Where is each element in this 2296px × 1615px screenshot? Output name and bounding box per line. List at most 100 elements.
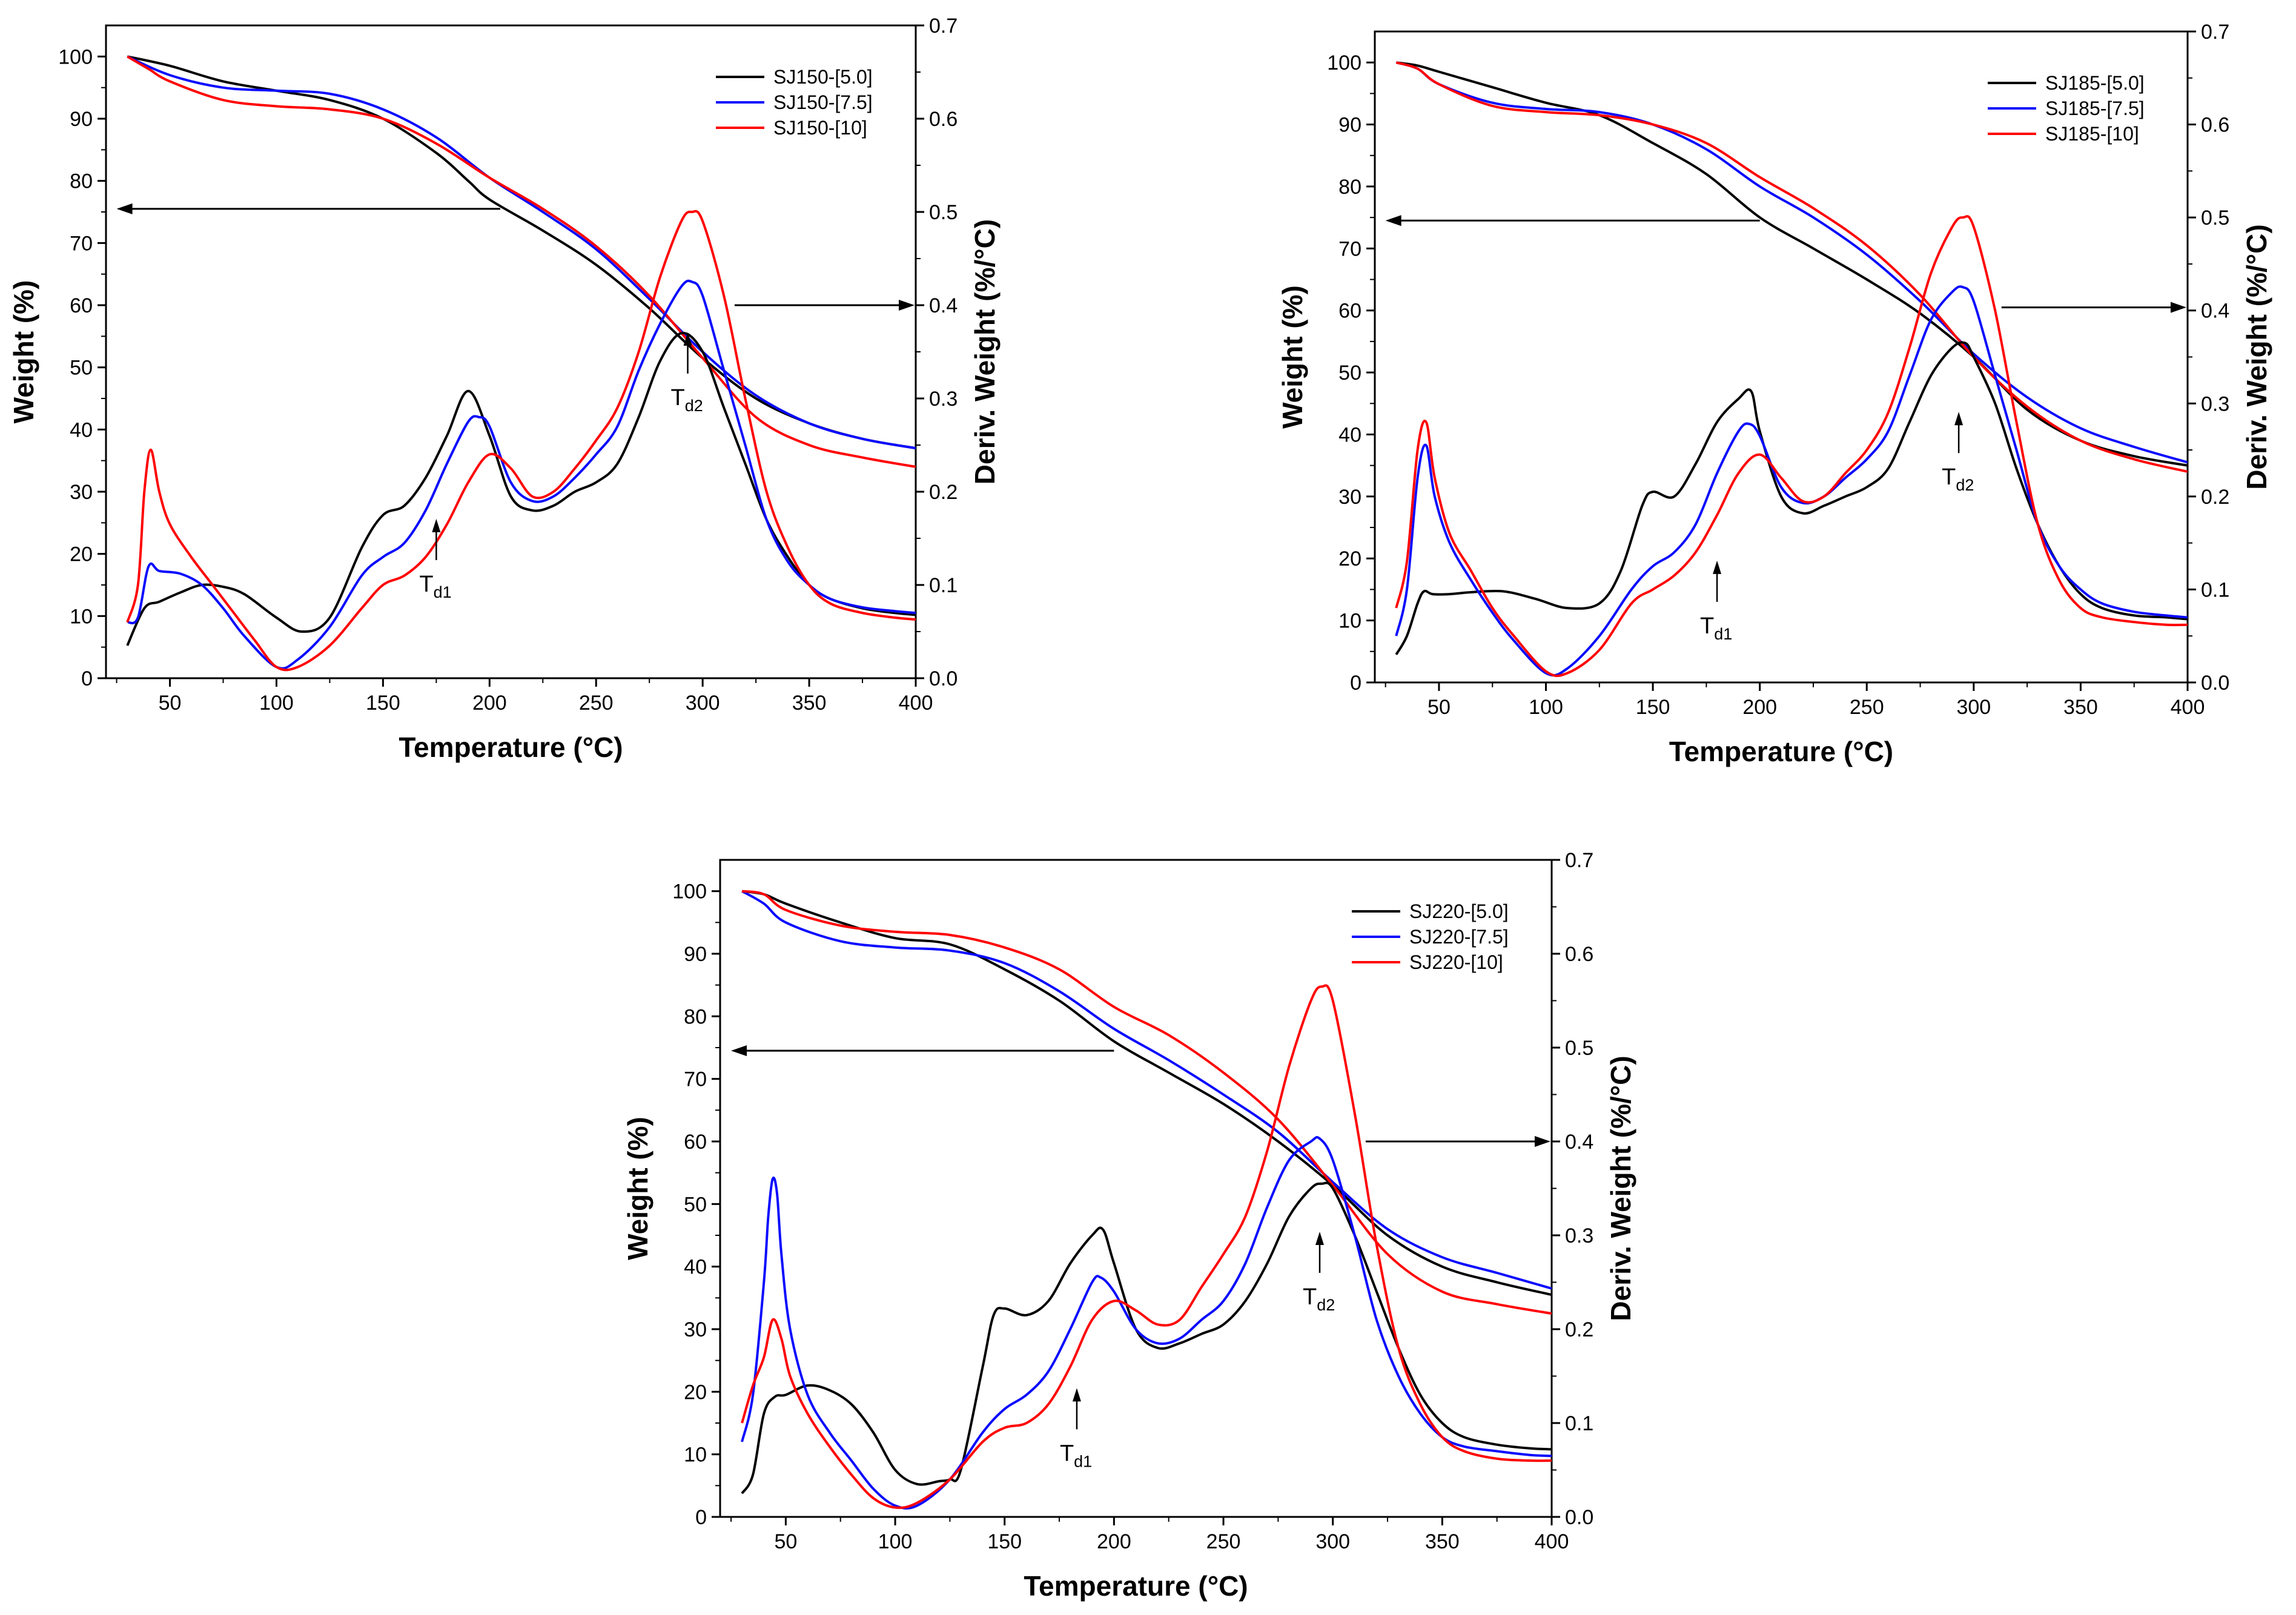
weight-series-line [127, 55, 916, 450]
deriv-series-line [1395, 215, 2188, 678]
y-left-tick-label: 100 [1327, 51, 1361, 74]
y-right-tick-label: 0.4 [1565, 1131, 1593, 1154]
right-axis-arrow-head [899, 300, 915, 311]
deriv-series-line [1395, 285, 2188, 677]
x-axis-title: Temperature (°C) [1024, 1570, 1248, 1602]
y-left-axis-title: Weight (%) [1277, 285, 1308, 429]
x-tick-label: 400 [899, 692, 933, 715]
y-left-tick-label: 60 [70, 294, 93, 317]
x-tick-label: 100 [259, 692, 294, 715]
y-left-tick-label: 70 [684, 1068, 707, 1091]
y-left-tick-label: 40 [684, 1256, 707, 1279]
y-left-tick-label: 90 [684, 943, 707, 966]
x-tick-label: 100 [1529, 696, 1563, 719]
y-left-tick-label: 20 [70, 543, 93, 566]
x-tick-label: 200 [1742, 696, 1777, 719]
y-right-tick-label: 0.1 [929, 574, 958, 597]
td2-label: Td2 [1942, 464, 1974, 494]
left-axis-arrow-head [116, 203, 133, 214]
weight-series-line [1395, 61, 2188, 473]
y-left-tick-label: 50 [1338, 362, 1361, 385]
weight-series-line [1395, 61, 2188, 464]
x-tick-label: 150 [1636, 696, 1670, 719]
y-right-tick-label: 0.6 [2201, 114, 2229, 137]
y-left-tick-label: 100 [58, 45, 93, 68]
y-left-tick-label: 50 [684, 1193, 707, 1216]
weight-series-line [741, 890, 1552, 1315]
y-right-tick-label: 0.1 [2201, 578, 2229, 601]
x-tick-label: 300 [1315, 1530, 1350, 1553]
td1-arrow-head [1713, 560, 1722, 574]
chart-panel-sj150: 50 100 150 200 250 300 350 400 0 10 20 30 40 50 60 70 80… [8, 15, 1001, 763]
curves [126, 55, 916, 672]
y-left-tick-label: 80 [684, 1005, 707, 1028]
x-tick-label: 250 [579, 692, 614, 715]
y-right-tick-label: 0.3 [1565, 1224, 1593, 1247]
deriv-series-line [1395, 341, 2188, 655]
left-axis-arrow-head [1385, 215, 1401, 226]
y-right-tick-label: 0.7 [2201, 21, 2229, 44]
deriv-series-line [127, 279, 916, 670]
y-left-axis-title: Weight (%) [8, 280, 39, 424]
td1-arrow-head [1072, 1388, 1081, 1402]
td1-arrow-head [432, 518, 441, 532]
y-left-tick-label: 100 [672, 880, 707, 903]
y-left-tick-label: 80 [70, 170, 93, 193]
x-tick-label: 200 [1097, 1530, 1131, 1553]
y-right-tick-label: 0.7 [929, 15, 958, 38]
x-tick-label: 150 [366, 692, 400, 715]
td2-arrow-head [1315, 1232, 1325, 1245]
curves [1395, 61, 2188, 678]
right-axis-arrow-head [1535, 1136, 1550, 1147]
y-right-tick-label: 0.7 [1565, 849, 1593, 872]
y-right-tick-label: 0.3 [929, 388, 958, 411]
legend-label: SJ150-[10] [773, 117, 867, 139]
td1-label: Td1 [1060, 1441, 1092, 1470]
x-tick-label: 250 [1850, 696, 1884, 719]
y-left-tick-label: 80 [1338, 176, 1361, 199]
y-left-tick-label: 10 [70, 605, 93, 628]
y-right-tick-label: 0.6 [929, 108, 958, 131]
y-right-tick-label: 0.2 [929, 481, 958, 504]
y-left-tick-label: 90 [70, 108, 93, 131]
x-tick-label: 150 [987, 1530, 1022, 1553]
y-left-tick-label: 90 [1338, 114, 1361, 137]
right-axis-arrow-head [2171, 302, 2186, 313]
deriv-series-line [126, 210, 916, 672]
legend-label: SJ220-[7.5] [1409, 926, 1509, 948]
x-tick-label: 400 [1535, 1530, 1569, 1553]
td1-label: Td1 [1700, 613, 1732, 643]
td1-label: Td1 [419, 572, 451, 601]
legend-label: SJ185-[10] [2045, 123, 2139, 145]
y-right-tick-label: 0.6 [1565, 943, 1593, 966]
y-left-tick-label: 30 [70, 481, 93, 504]
y-left-axis-title: Weight (%) [622, 1117, 653, 1260]
y-left-tick-label: 0 [1350, 672, 1361, 695]
y-left-tick-label: 60 [684, 1131, 707, 1154]
y-left-tick-label: 50 [70, 357, 93, 380]
y-left-tick-label: 10 [1338, 610, 1361, 633]
td2-label: Td2 [671, 385, 703, 415]
y-right-axis-title: Deriv. Weight (%/°C) [969, 219, 1001, 484]
y-right-tick-label: 0.5 [929, 201, 958, 224]
deriv-series-line [741, 984, 1552, 1509]
y-right-tick-label: 0.3 [2201, 392, 2229, 415]
x-tick-label: 300 [686, 692, 720, 715]
td2-arrow-head [1954, 412, 1964, 426]
legend-label: SJ185-[7.5] [2045, 97, 2145, 119]
legend-label: SJ220-[10] [1409, 951, 1503, 973]
y-left-tick-label: 60 [1338, 300, 1361, 323]
y-left-tick-label: 20 [1338, 547, 1361, 570]
weight-series-line [741, 890, 1552, 1290]
y-right-tick-label: 0.0 [929, 667, 958, 690]
y-left-tick-label: 30 [1338, 486, 1361, 509]
y-left-tick-label: 20 [684, 1381, 707, 1404]
weight-series-line [127, 55, 916, 468]
y-left-tick-label: 0 [81, 667, 93, 690]
chart-panel-sj185: 50 100 150 200 250 300 350 400 0 10 20 30 40 50 60 70 80… [1277, 21, 2272, 767]
td2-arrow-head [683, 332, 692, 346]
x-tick-label: 100 [878, 1530, 913, 1553]
deriv-series-line [741, 1135, 1552, 1510]
weight-series-line [741, 890, 1552, 1296]
